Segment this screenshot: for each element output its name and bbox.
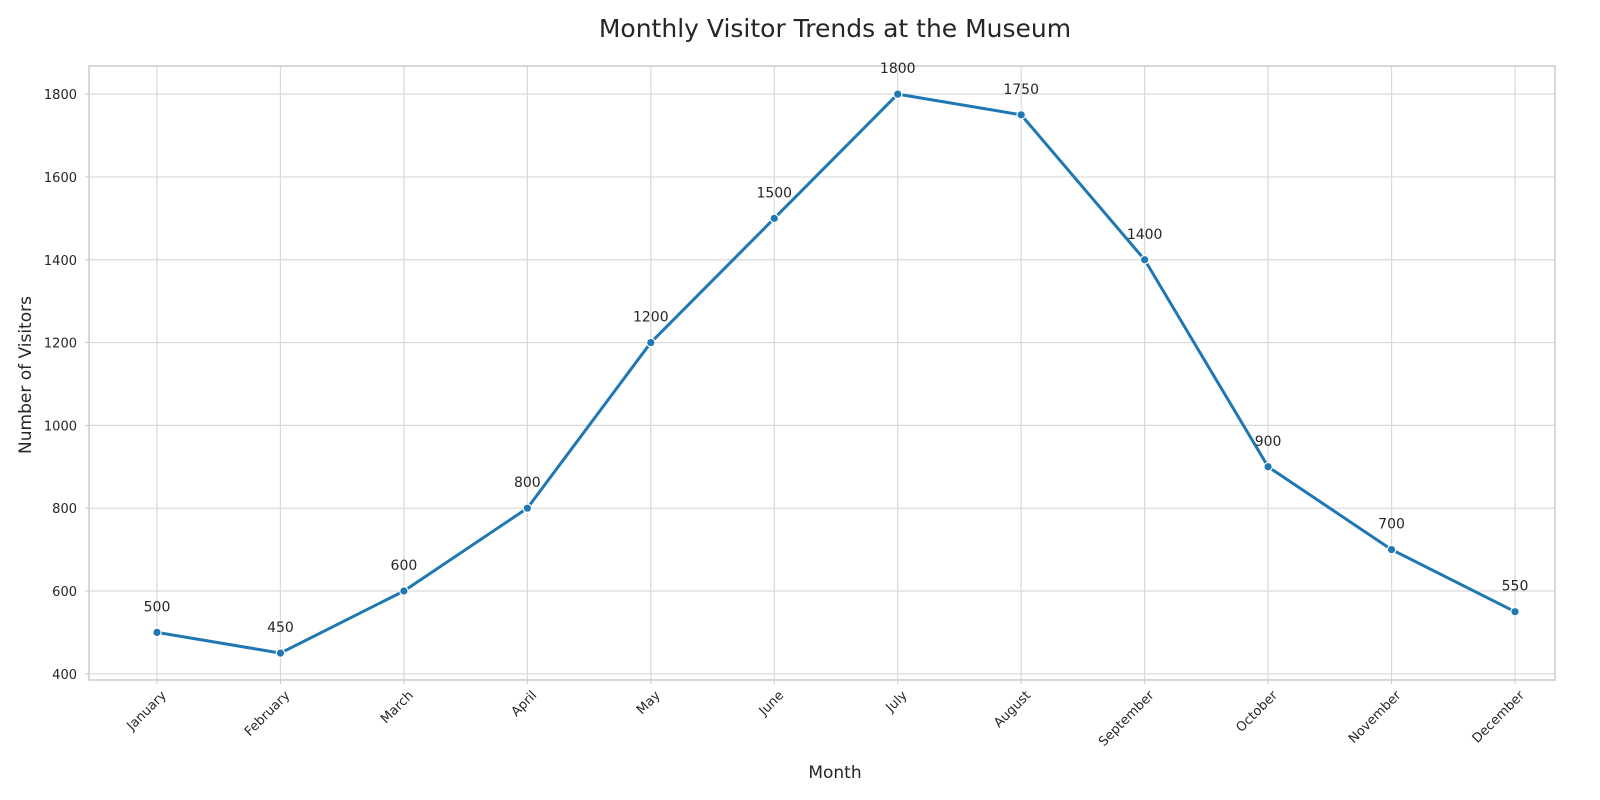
data-point-marker [152, 627, 162, 638]
y-axis-ticks: 400 600 800 1000 1200 1400 1600 1800 [44, 88, 89, 683]
data-label: 800 [514, 475, 541, 491]
data-point-marker [1016, 110, 1026, 120]
y-tick-label: 1800 [44, 88, 77, 103]
data-point-marker [769, 213, 780, 224]
data-label: 1800 [880, 61, 916, 77]
plot-area-border [88, 65, 1556, 681]
data-label: 500 [144, 599, 171, 615]
series-line [155, 92, 1517, 655]
data-label: 550 [1502, 579, 1529, 595]
data-point-marker [892, 89, 903, 99]
data-point-marker [275, 648, 286, 658]
y-tick-label: 1000 [44, 419, 77, 434]
grid-layer [89, 66, 1555, 680]
data-label: 1750 [1003, 82, 1039, 98]
data-point-marker [1263, 461, 1273, 472]
y-tick-label: 1200 [44, 337, 77, 352]
y-axis-title: Number of Visitors [16, 296, 36, 454]
data-label: 600 [391, 558, 418, 574]
data-point-marker [1510, 606, 1520, 617]
x-axis-title: Month [808, 763, 861, 783]
data-label: 450 [267, 620, 294, 636]
data-label: 1500 [756, 185, 792, 201]
y-tick-label: 400 [52, 668, 77, 683]
data-label: 700 [1378, 517, 1405, 533]
data-label: 1200 [633, 310, 669, 326]
data-label: 1400 [1127, 227, 1163, 243]
series-layer [152, 89, 1520, 658]
chart-title: Monthly Visitor Trends at the Museum [599, 14, 1071, 43]
y-tick-label: 1600 [44, 171, 77, 186]
data-point-marker [399, 586, 409, 596]
data-label-layer: 500 450 600 800 1200 1500 1800 1750 1400 900 700 55… [144, 61, 1529, 636]
data-point-marker [1386, 544, 1397, 555]
data-point-marker [646, 337, 656, 348]
y-tick-label: 1400 [44, 254, 77, 269]
y-tick-label: 600 [52, 585, 77, 600]
data-point-marker [522, 503, 533, 513]
data-label: 900 [1255, 434, 1282, 450]
y-tick-label: 800 [52, 502, 77, 517]
data-point-marker [1139, 254, 1150, 265]
